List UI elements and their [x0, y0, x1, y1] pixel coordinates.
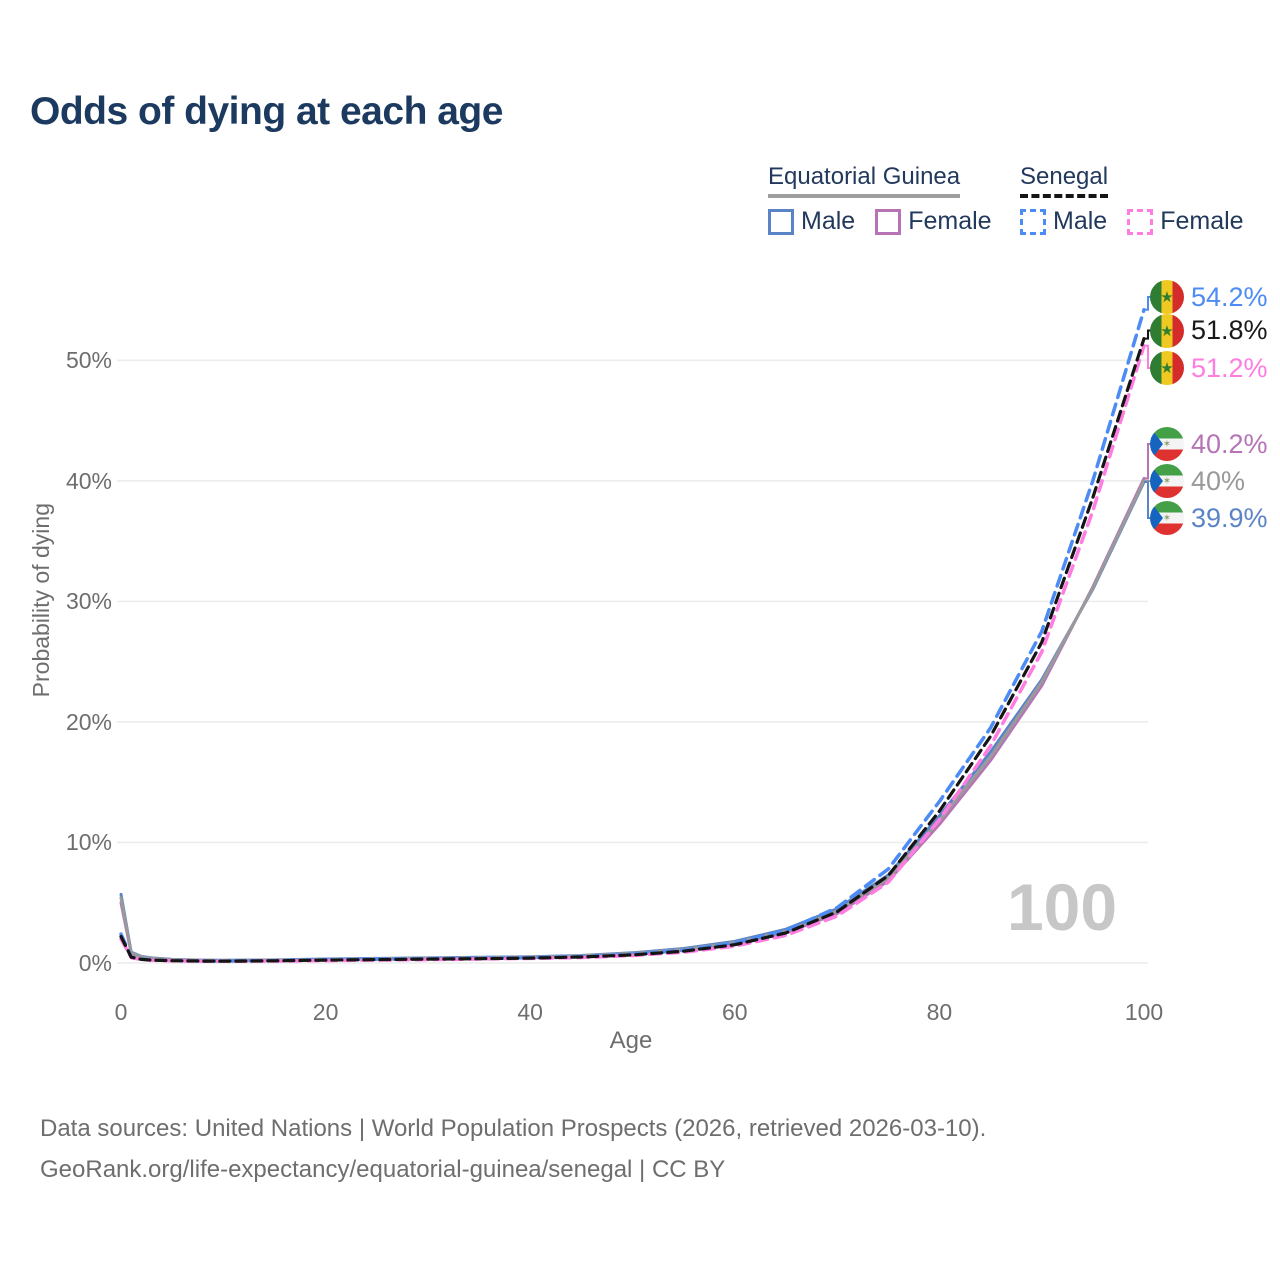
y-tick-50: 50%: [65, 347, 112, 374]
x-tick-80: 80: [926, 999, 953, 1025]
x-tick-0: 0: [114, 999, 128, 1025]
senegal-flag-icon: [1150, 351, 1184, 385]
end-value: 40.2%: [1191, 428, 1268, 459]
y-tick-20: 20%: [65, 708, 112, 735]
end-value: 51.8%: [1191, 315, 1268, 345]
legend-item-sn-male[interactable]: Male: [1020, 207, 1107, 236]
legend-item-label: Female: [1160, 207, 1244, 235]
legend-header-equatorial-guinea: Equatorial Guinea: [768, 163, 961, 198]
legend-swatch-dashed-icon[interactable]: [1020, 208, 1046, 235]
senegal-flag-icon: [1150, 280, 1184, 314]
equatorial-guinea-flag-icon: [1150, 464, 1184, 498]
legend-item-eg-female[interactable]: Female: [875, 207, 992, 236]
end-value: 54.2%: [1191, 281, 1268, 312]
end-label-senegal-both: 51.8%: [1150, 313, 1268, 348]
end-value: 40%: [1191, 465, 1246, 496]
legend-row: Male Female: [1020, 207, 1244, 236]
x-tick-20: 20: [312, 999, 339, 1025]
legend-item-label: Male: [801, 207, 856, 235]
y-tick-10: 10%: [65, 829, 112, 856]
senegal-flag-icon: [1150, 313, 1184, 348]
equatorial-guinea-flag-icon: [1150, 501, 1184, 535]
legend-group-senegal: Senegal Male Female: [1020, 163, 1244, 236]
end-value: 39.9%: [1191, 502, 1268, 533]
source-url-line: GeoRank.org/life-expectancy/equatorial-g…: [40, 1156, 726, 1183]
y-tick-30: 30%: [65, 588, 112, 615]
legend-swatch-solid-icon[interactable]: [768, 208, 794, 235]
legend-group-equatorial-guinea: Equatorial Guinea Male Female: [768, 163, 992, 236]
legend-item-label: Female: [908, 207, 992, 235]
x-tick-60: 60: [722, 999, 748, 1025]
x-axis-title: Age: [609, 1027, 653, 1054]
data-sources-line: Data sources: United Nations | World Pop…: [40, 1115, 987, 1142]
legend-header-senegal: Senegal: [1020, 163, 1109, 198]
legend-item-eg-male[interactable]: Male: [768, 207, 855, 236]
end-value: 51.2%: [1191, 352, 1268, 383]
end-label-senegal-female: 51.2%: [1150, 351, 1268, 386]
age-watermark: 100: [1006, 870, 1118, 944]
end-label-eq-guinea-male: 39.9%: [1150, 501, 1268, 536]
legend-swatch-dashed-icon[interactable]: [1127, 208, 1154, 235]
legend-item-sn-female[interactable]: Female: [1127, 207, 1244, 236]
y-tick-40: 40%: [65, 467, 112, 494]
y-tick-0: 0%: [78, 950, 112, 976]
legend-swatch-solid-icon[interactable]: [875, 208, 902, 235]
end-label-eq-guinea-female: 40.2%: [1150, 427, 1268, 462]
end-label-senegal-male: 54.2%: [1150, 280, 1268, 315]
end-label-eq-guinea-both: 40%: [1150, 464, 1245, 499]
page-title: Odds of dying at each age: [30, 90, 503, 133]
equatorial-guinea-flag-icon: [1150, 427, 1184, 461]
x-tick-40: 40: [517, 999, 543, 1025]
legend-item-label: Male: [1053, 207, 1108, 235]
attribution: Data sources: United Nations | World Pop…: [40, 1108, 986, 1190]
x-tick-100: 100: [1124, 999, 1164, 1025]
legend-row: Male Female: [768, 207, 992, 236]
